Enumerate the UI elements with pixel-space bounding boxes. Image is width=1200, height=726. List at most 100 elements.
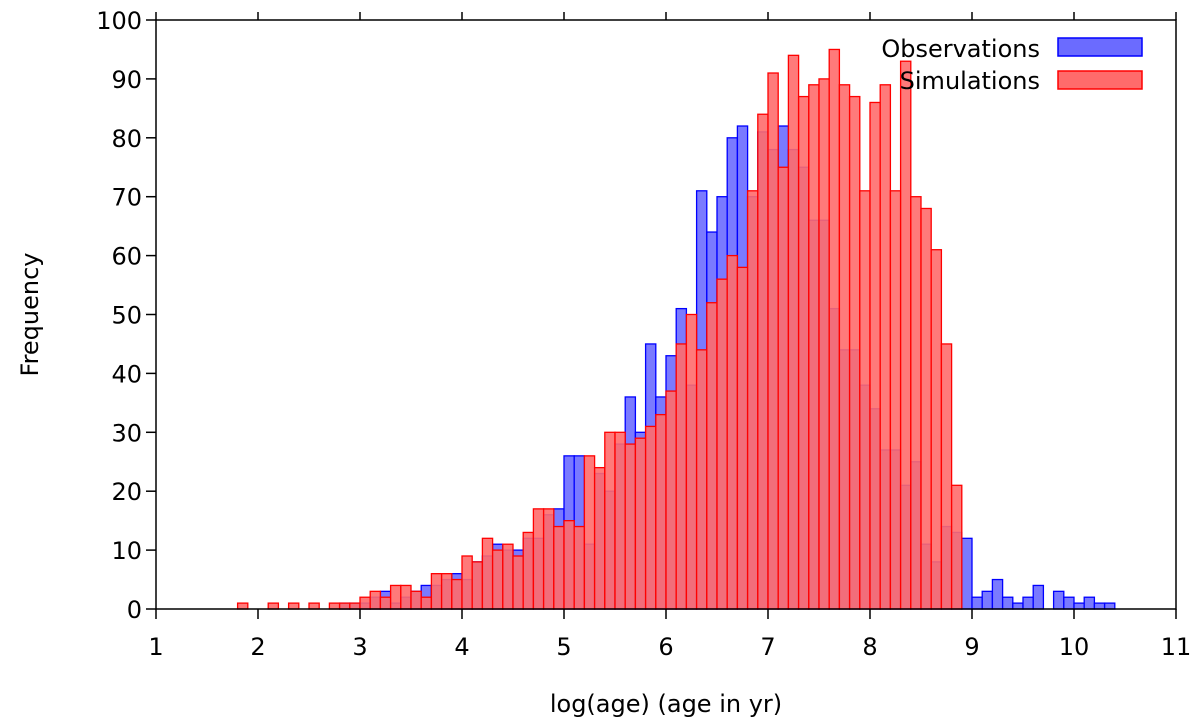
bar-simulations [808, 84, 820, 610]
bar-observations [961, 537, 973, 610]
y-tick-label: 70 [111, 184, 142, 212]
legend-label-observations: Observations [881, 35, 1040, 63]
bar-simulations [655, 413, 667, 610]
legend-swatch-observations [1057, 37, 1143, 57]
bar-simulations [573, 525, 586, 610]
bar-simulations [665, 390, 677, 610]
bar-simulations [950, 484, 963, 610]
x-axis-label: log(age) (age in yr) [550, 690, 782, 718]
bar-simulations [542, 508, 555, 610]
legend: Observations Simulations [881, 35, 1143, 95]
bar-simulations [328, 602, 341, 610]
bar-simulations [716, 278, 728, 610]
bar-simulations [349, 602, 361, 610]
bar-simulations [838, 84, 851, 610]
bar-simulations [797, 95, 810, 610]
bar-simulations [930, 249, 943, 610]
bar-simulations [287, 602, 300, 610]
x-tick-label: 10 [1059, 633, 1090, 661]
x-tick-label: 4 [454, 633, 469, 661]
bar-simulations [338, 602, 351, 610]
bar-simulations [593, 466, 606, 610]
bar-observations [1093, 602, 1106, 610]
bar-simulations [920, 207, 932, 610]
bar-simulations [236, 602, 249, 610]
y-tick-label: 90 [111, 66, 142, 94]
bar-simulations [583, 455, 596, 610]
bar-simulations [359, 596, 371, 610]
bar-simulations [787, 54, 800, 610]
bar-simulations [451, 578, 463, 610]
bar-simulations [420, 596, 433, 610]
bar-simulations [818, 78, 830, 610]
bar-simulations [848, 95, 861, 610]
y-tick-label: 10 [111, 537, 142, 565]
bar-simulations [746, 190, 759, 610]
bar-simulations [471, 561, 484, 610]
bar-simulations [757, 113, 769, 610]
y-tick-label: 30 [111, 419, 142, 447]
x-tick-label: 8 [862, 633, 877, 661]
bar-simulations [512, 555, 524, 610]
x-tick-label: 6 [658, 633, 673, 661]
y-tick-label: 40 [111, 360, 142, 388]
legend-label-simulations: Simulations [900, 67, 1040, 95]
bar-simulations [695, 349, 708, 610]
bars-layer [236, 48, 1116, 610]
bar-observations [991, 578, 1004, 610]
bar-simulations [604, 431, 616, 610]
bar-simulations [634, 437, 647, 610]
bar-simulations [614, 431, 626, 610]
bar-simulations [859, 190, 871, 610]
bar-simulations [940, 343, 953, 610]
y-tick-label: 20 [111, 478, 142, 506]
x-tick-label: 1 [148, 633, 163, 661]
y-tick-label: 0 [127, 596, 142, 624]
series-simulations [236, 48, 963, 610]
bar-observations [1063, 596, 1075, 610]
bar-simulations [736, 266, 749, 610]
bar-observations [1103, 602, 1116, 610]
bar-simulations [267, 602, 280, 610]
x-tick-label: 5 [556, 633, 571, 661]
y-tick-label: 60 [111, 243, 142, 271]
y-axis-label: Frequency [16, 253, 44, 377]
bar-observations [1032, 584, 1045, 610]
bar-observations [1022, 596, 1034, 610]
bar-observations [971, 596, 983, 610]
bar-simulations [369, 590, 382, 610]
bar-simulations [767, 72, 779, 610]
bar-simulations [899, 60, 912, 610]
bar-simulations [685, 313, 698, 610]
bar-simulations [910, 196, 922, 610]
x-tick-label: 3 [352, 633, 367, 661]
bar-observations [1001, 596, 1014, 610]
bar-simulations [624, 443, 637, 610]
bar-simulations [532, 508, 545, 610]
y-tick-label: 100 [96, 7, 142, 35]
bar-simulations [879, 84, 892, 610]
bar-simulations [461, 555, 473, 610]
bar-simulations [430, 573, 443, 610]
bar-simulations [522, 531, 535, 610]
x-tick-label: 11 [1161, 633, 1192, 661]
bar-observations [1012, 602, 1024, 610]
bar-simulations [828, 48, 841, 610]
bar-simulations [440, 573, 453, 610]
x-tick-label: 2 [250, 633, 265, 661]
ticks-layer: 1 2 3 4 5 6 7 8 9 10 11 0 10 20 30 40 50 60 70 80 90 100 [96, 7, 1191, 661]
bar-simulations [869, 101, 881, 610]
y-tick-label: 50 [111, 302, 142, 330]
bar-simulations [675, 343, 688, 610]
bar-observations [981, 590, 994, 610]
legend-swatch-simulations [1057, 70, 1143, 90]
x-tick-label: 7 [760, 633, 775, 661]
x-tick-label: 9 [964, 633, 979, 661]
bar-observations [1052, 590, 1065, 610]
bar-simulations [389, 584, 402, 610]
bar-simulations [889, 190, 902, 610]
bar-observations [1083, 596, 1096, 610]
bar-observations [1073, 602, 1085, 610]
bar-simulations [553, 525, 565, 610]
